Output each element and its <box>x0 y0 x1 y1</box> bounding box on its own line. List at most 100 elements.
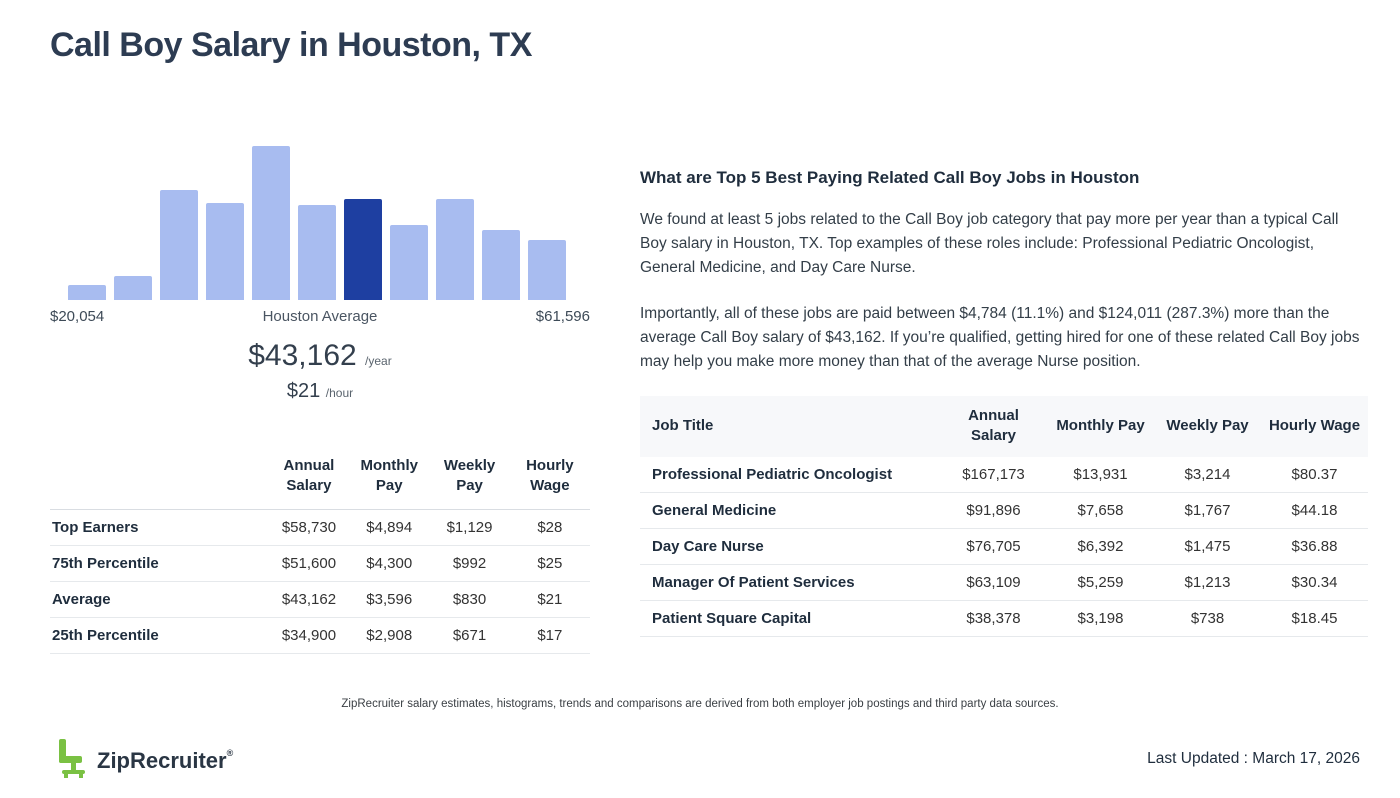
row-label: Average <box>50 581 269 618</box>
table-cell: $4,894 <box>349 509 430 546</box>
table-cell: $1,475 <box>1154 528 1261 565</box>
related-jobs-paragraph-1: We found at least 5 jobs related to the … <box>640 211 1339 276</box>
table-cell: $76,705 <box>940 528 1047 565</box>
table-cell: $36.88 <box>1261 528 1368 565</box>
histogram-bar-highlighted <box>344 199 382 300</box>
table-header-row: Annual Salary Monthly Pay Weekly Pay Hou… <box>50 448 590 510</box>
histogram-bar <box>390 225 428 300</box>
table-row: Average $43,162 $3,596 $830 $21 <box>50 581 590 618</box>
histogram-axis: $20,054 Houston Average $61,596 <box>50 308 590 325</box>
table-cell: $43,162 <box>268 581 350 618</box>
table-cell: $830 <box>429 581 510 618</box>
table-cell: $1,129 <box>429 509 510 546</box>
table-cell: $738 <box>1154 600 1261 637</box>
row-label: 75th Percentile <box>50 545 269 582</box>
histogram-bars <box>68 146 568 300</box>
ziprecruiter-chair-icon <box>58 738 88 783</box>
table-header-row: Job Title Annual Salary Monthly Pay Week… <box>640 396 1368 457</box>
table-cell: $18.45 <box>1261 600 1368 637</box>
job-title: Day Care Nurse <box>640 528 940 565</box>
hourly-suffix: /hour <box>325 386 354 400</box>
table-cell: $6,392 <box>1047 528 1154 565</box>
registered-trademark: ® <box>226 747 234 758</box>
job-title: Professional Pediatric Oncologist <box>640 456 940 493</box>
table-cell: $13,931 <box>1047 456 1154 493</box>
histogram-bar <box>482 230 520 300</box>
table-cell: $1,213 <box>1154 564 1261 601</box>
histogram-center-label: Houston Average <box>262 308 378 325</box>
histogram-bar <box>160 190 198 300</box>
table-header-weekly: Weekly Pay <box>1154 396 1261 457</box>
page-title: Call Boy Salary in Houston, TX <box>50 26 532 64</box>
histogram-bar <box>528 240 566 300</box>
table-row: Patient Square Capital $38,378 $3,198 $7… <box>640 600 1368 637</box>
table-header-annual: Annual Salary <box>268 448 350 510</box>
salary-breakdown-table: Annual Salary Monthly Pay Weekly Pay Hou… <box>50 448 590 654</box>
table-header-hourly: Hourly Wage <box>1261 396 1368 457</box>
disclaimer-text: ZipRecruiter salary estimates, histogram… <box>341 698 1059 710</box>
histogram-bar <box>206 203 244 300</box>
table-row: Top Earners $58,730 $4,894 $1,129 $28 <box>50 509 590 546</box>
row-label: 25th Percentile <box>50 617 269 654</box>
table-cell: $58,730 <box>268 509 350 546</box>
average-yearly-value: $43,162 <box>248 339 357 372</box>
table-header-job-title: Job Title <box>640 396 940 457</box>
job-title: Patient Square Capital <box>640 600 940 637</box>
table-cell: $992 <box>429 545 510 582</box>
salary-histogram: $20,054 Houston Average $61,596 $43,162 … <box>50 146 590 403</box>
last-updated-text: Last Updated : March 17, 2026 <box>1147 750 1360 767</box>
table-cell: $21 <box>509 581 590 618</box>
table-row: Manager Of Patient Services $63,109 $5,2… <box>640 564 1368 601</box>
table-cell: $1,767 <box>1154 492 1261 529</box>
related-jobs-table: Job Title Annual Salary Monthly Pay Week… <box>640 396 1368 637</box>
histogram-min-label: $20,054 <box>50 308 105 325</box>
table-cell: $34,900 <box>268 617 350 654</box>
histogram-max-label: $61,596 <box>535 308 590 325</box>
average-hourly-salary: $21 /hour <box>50 380 590 403</box>
table-cell: $671 <box>429 617 510 654</box>
table-cell: $80.37 <box>1261 456 1368 493</box>
job-title: General Medicine <box>640 492 940 529</box>
average-hourly-value: $21 <box>286 380 321 402</box>
table-cell: $63,109 <box>940 564 1047 601</box>
histogram-bar <box>298 205 336 300</box>
table-header-weekly: Weekly Pay <box>429 448 510 510</box>
table-cell: $91,896 <box>940 492 1047 529</box>
average-yearly-salary: $43,162 /year <box>50 339 590 373</box>
table-row: 25th Percentile $34,900 $2,908 $671 $17 <box>50 617 590 654</box>
table-cell: $7,658 <box>1047 492 1154 529</box>
table-cell: $3,596 <box>349 581 430 618</box>
histogram-bar <box>436 199 474 300</box>
histogram-bar <box>68 285 106 300</box>
row-label: Top Earners <box>50 509 269 546</box>
table-cell: $38,378 <box>940 600 1047 637</box>
related-jobs-section: What are Top 5 Best Paying Related Call … <box>640 168 1368 637</box>
table-header-monthly: Monthly Pay <box>349 448 430 510</box>
brand-wordmark: ZipRecruiter® <box>97 747 234 773</box>
table-cell: $25 <box>509 545 590 582</box>
table-row: Professional Pediatric Oncologist $167,1… <box>640 456 1368 493</box>
related-jobs-paragraph-2: Importantly, all of these jobs are paid … <box>640 305 1360 370</box>
table-cell: $2,908 <box>349 617 430 654</box>
table-row: General Medicine $91,896 $7,658 $1,767 $… <box>640 492 1368 529</box>
table-cell: $51,600 <box>268 545 350 582</box>
table-cell: $17 <box>509 617 590 654</box>
histogram-bar <box>114 276 152 300</box>
table-header-hourly: Hourly Wage <box>509 448 590 510</box>
table-cell: $28 <box>509 509 590 546</box>
table-row: Day Care Nurse $76,705 $6,392 $1,475 $36… <box>640 528 1368 565</box>
table-header-monthly: Monthly Pay <box>1047 396 1154 457</box>
table-cell: $5,259 <box>1047 564 1154 601</box>
ziprecruiter-logo[interactable]: ZipRecruiter® <box>58 738 233 783</box>
related-jobs-heading: What are Top 5 Best Paying Related Call … <box>640 168 1140 187</box>
job-title: Manager Of Patient Services <box>640 564 940 601</box>
yearly-suffix: /year <box>365 354 392 368</box>
histogram-bar <box>252 146 290 300</box>
table-header-blank <box>50 448 269 510</box>
table-cell: $167,173 <box>940 456 1047 493</box>
table-cell: $30.34 <box>1261 564 1368 601</box>
table-cell: $44.18 <box>1261 492 1368 529</box>
table-cell: $4,300 <box>349 545 430 582</box>
table-cell: $3,214 <box>1154 456 1261 493</box>
